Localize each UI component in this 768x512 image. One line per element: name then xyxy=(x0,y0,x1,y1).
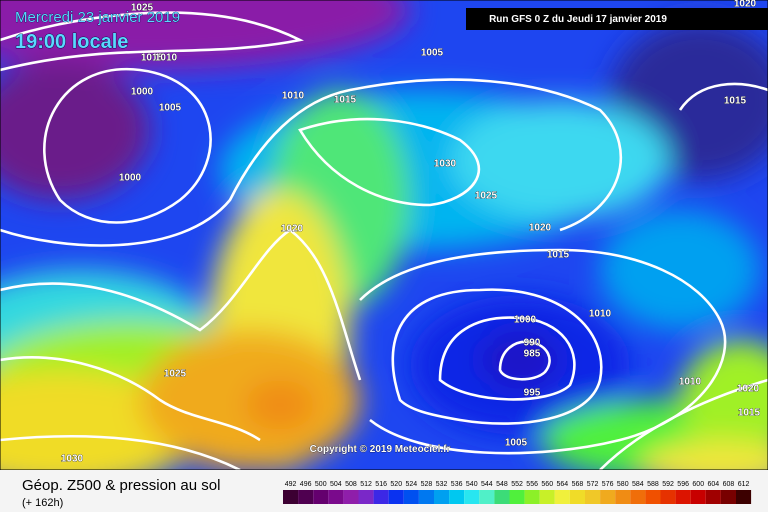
isobar-label: 1010 xyxy=(589,309,612,320)
scale-label: 576 xyxy=(602,481,614,488)
scale-swatch xyxy=(600,490,616,504)
scale-swatch xyxy=(313,490,329,504)
isobar-label: 1025 xyxy=(475,191,498,202)
scale-label: 500 xyxy=(315,481,327,488)
scale-label: 612 xyxy=(738,481,750,488)
isobar-label: 1020 xyxy=(529,223,552,234)
scale-swatch xyxy=(720,490,736,504)
footer-title: Géop. Z500 & pression au sol xyxy=(22,477,220,494)
scale-swatch xyxy=(630,490,646,504)
scale-swatch xyxy=(509,490,525,504)
isobar-label: 1010 xyxy=(679,377,702,388)
scale-label: 560 xyxy=(541,481,553,488)
scale-swatch xyxy=(615,490,631,504)
scale-label: 572 xyxy=(587,481,599,488)
scale-label: 552 xyxy=(511,481,523,488)
copyright: Copyright © 2019 Meteociel.fr xyxy=(310,444,451,455)
scale-label: 524 xyxy=(406,481,418,488)
scale-label: 496 xyxy=(300,481,312,488)
scale-swatch xyxy=(675,490,691,504)
scale-swatch xyxy=(569,490,585,504)
scale-label: 564 xyxy=(557,481,569,488)
scale-swatch xyxy=(328,490,344,504)
scale-label: 512 xyxy=(360,481,372,488)
isobar-label: 1015 xyxy=(547,250,570,261)
scale-label: 540 xyxy=(466,481,478,488)
scale-swatch xyxy=(539,490,555,504)
scale-swatch xyxy=(343,490,359,504)
isobar-label: 1020 xyxy=(737,384,760,395)
isobar-label: 1020 xyxy=(734,0,757,10)
scale-swatch xyxy=(434,490,450,504)
isobar-label: 1015 xyxy=(334,95,357,106)
scale-label: 516 xyxy=(375,481,387,488)
scale-swatch xyxy=(403,490,419,504)
scale-swatch xyxy=(705,490,721,504)
scale-label: 536 xyxy=(451,481,463,488)
field xyxy=(0,0,768,470)
isobar-label: 1000 xyxy=(514,315,537,326)
color-scale: 492 496 500 504 508 512 516 520 524 528 532 536 540 5… xyxy=(283,481,752,504)
isobar-label: 1000 xyxy=(119,173,142,184)
scale-swatch xyxy=(690,490,706,504)
isobar-label: 1005 xyxy=(159,103,182,114)
scale-swatch xyxy=(283,490,299,504)
isobar-label: 1005 xyxy=(505,438,528,449)
scale-swatch xyxy=(524,490,540,504)
isobar-label: 985 xyxy=(524,349,541,360)
isobar-label: 1025 xyxy=(164,369,187,380)
scale-label: 520 xyxy=(390,481,402,488)
scale-swatch xyxy=(358,490,374,504)
isobar-label: 1015 xyxy=(738,408,761,419)
isobar-label: 1025 xyxy=(131,3,154,14)
scale-label: 568 xyxy=(572,481,584,488)
scale-label: 608 xyxy=(723,481,735,488)
scale-label: 580 xyxy=(617,481,629,488)
scale-swatch xyxy=(449,490,465,504)
map-time: 19:00 locale xyxy=(15,31,128,53)
scale-swatch xyxy=(660,490,676,504)
scale-swatch xyxy=(494,490,510,504)
scale-label: 508 xyxy=(345,481,357,488)
scale-label: 548 xyxy=(496,481,508,488)
isobar-label: 1020 xyxy=(281,224,304,235)
scale-swatch xyxy=(736,490,752,504)
isobar-label: 1010 xyxy=(155,53,178,64)
isobar-label: 990 xyxy=(524,338,541,349)
scale-label: 492 xyxy=(285,481,297,488)
isobar-label: 1015 xyxy=(141,53,164,64)
scale-label: 504 xyxy=(330,481,342,488)
scale-label: 604 xyxy=(708,481,720,488)
isobar-label: 1030 xyxy=(434,159,457,170)
scale-label: 584 xyxy=(632,481,644,488)
run-info: Run GFS 0 Z du Jeudi 17 janvier 2019 xyxy=(489,14,667,25)
isobar-label: 995 xyxy=(524,388,541,399)
scale-label: 592 xyxy=(662,481,674,488)
scale-label: 544 xyxy=(481,481,493,488)
scale-swatch xyxy=(585,490,601,504)
scale-swatch xyxy=(645,490,661,504)
scale-label: 532 xyxy=(436,481,448,488)
footer-lead: (+ 162h) xyxy=(22,497,63,509)
isobar-label: 1010 xyxy=(282,91,305,102)
scale-swatch xyxy=(554,490,570,504)
scale-swatch xyxy=(298,490,314,504)
scale-label: 528 xyxy=(421,481,433,488)
scale-label: 596 xyxy=(677,481,689,488)
isobar-label: 1005 xyxy=(421,48,444,59)
scale-swatch xyxy=(479,490,495,504)
scale-swatch xyxy=(418,490,434,504)
isobar-label: 1000 xyxy=(131,87,154,98)
scale-label: 600 xyxy=(692,481,704,488)
isobar-label: 1030 xyxy=(61,454,84,465)
scale-label: 556 xyxy=(526,481,538,488)
map-date: Mercredi 23 janvier 2019 xyxy=(15,9,180,26)
scale-label: 588 xyxy=(647,481,659,488)
scale-swatch xyxy=(373,490,389,504)
scale-swatch xyxy=(388,490,404,504)
isobar-label: 1015 xyxy=(724,96,747,107)
scale-swatch xyxy=(464,490,480,504)
